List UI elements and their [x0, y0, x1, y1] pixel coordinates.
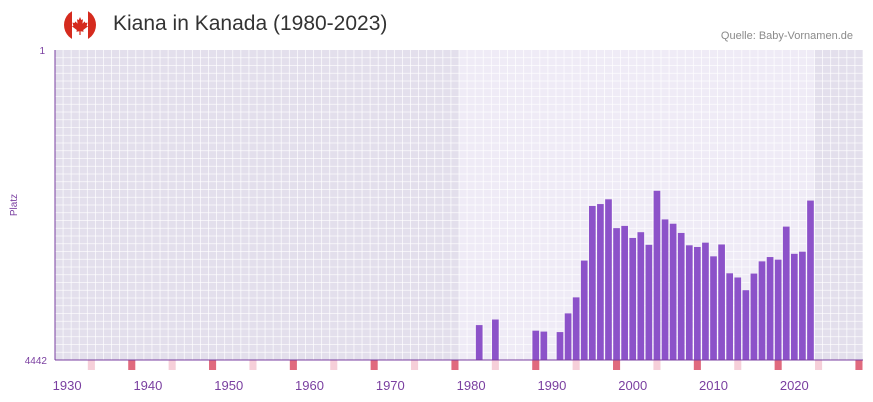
axis-labels: 1930 1940 1950 1960 1970 1980 1990 2000 2010 2020… — [9, 46, 809, 393]
decade-marker — [128, 360, 136, 370]
bar-2009 — [702, 242, 709, 360]
half-decade-marker — [330, 360, 338, 370]
bar-2017 — [766, 257, 774, 360]
bar-2000 — [629, 237, 637, 360]
x-tick-label-1930: 1930 — [53, 378, 82, 393]
decade-marker — [289, 360, 297, 370]
decade-marker — [613, 360, 621, 370]
bar-2001 — [637, 232, 645, 360]
bar-2021 — [799, 251, 806, 360]
bar-1994 — [580, 260, 588, 360]
bar-1997 — [605, 199, 612, 360]
x-tick-label-1980: 1980 — [457, 378, 486, 393]
decade-marker — [774, 360, 782, 370]
y-tick-label-top: 1 — [39, 46, 45, 57]
x-tick-label-2020: 2020 — [780, 378, 809, 393]
canada-flag-icon — [64, 9, 96, 41]
x-tick-label-1940: 1940 — [133, 378, 162, 393]
y-tick-label-bottom: 4442 — [25, 356, 48, 367]
x-tick-label-2010: 2010 — [699, 378, 728, 393]
chart-header: Kiana in Kanada (1980-2023) Quelle: Baby… — [0, 0, 873, 50]
x-tick-label-2000: 2000 — [618, 378, 647, 393]
bar-2005 — [669, 223, 677, 360]
bar-2003 — [653, 190, 661, 360]
x-tick-label-1960: 1960 — [295, 378, 324, 393]
bar-2013 — [734, 277, 742, 360]
bar-2002 — [645, 244, 653, 360]
bar-1995 — [588, 205, 596, 360]
half-decade-marker — [491, 360, 499, 370]
decade-marker — [209, 360, 217, 370]
half-decade-marker — [815, 360, 823, 370]
bar-1999 — [621, 225, 628, 360]
half-decade-marker — [734, 360, 742, 370]
decade-marker — [855, 360, 863, 370]
half-decade-marker — [411, 360, 419, 370]
x-tick-label-1970: 1970 — [376, 378, 405, 393]
y-axis-title: Platz — [9, 194, 20, 216]
bar-1991 — [556, 332, 564, 360]
bar-2018 — [774, 259, 782, 360]
bar-2006 — [677, 232, 685, 360]
half-decade-marker — [87, 360, 95, 370]
decade-marker — [370, 360, 378, 370]
bar-2019 — [782, 226, 790, 360]
chart-title: Kiana in Kanada (1980-2023) — [113, 12, 388, 35]
half-decade-marker — [168, 360, 176, 370]
bar-2004 — [661, 219, 669, 360]
bar-1996 — [597, 204, 604, 360]
decade-marker — [451, 360, 459, 370]
bar-2011 — [718, 244, 725, 360]
decade-markers — [87, 360, 863, 370]
source-credit: Quelle: Baby-Vornamen.de — [720, 30, 853, 42]
bar-2012 — [726, 273, 734, 360]
bar-1989 — [540, 331, 548, 360]
bar-series — [475, 190, 814, 360]
bar-2008 — [694, 246, 701, 360]
bar-2016 — [758, 261, 766, 360]
bar-2022 — [807, 200, 814, 360]
x-tick-label-1950: 1950 — [214, 378, 243, 393]
x-tick-label-1990: 1990 — [537, 378, 566, 393]
bar-1983 — [492, 319, 499, 360]
bar-1998 — [613, 228, 620, 360]
bar-1981 — [475, 325, 483, 360]
half-decade-marker — [249, 360, 257, 370]
bar-1988 — [532, 330, 540, 360]
bar-1993 — [572, 297, 580, 360]
half-decade-marker — [653, 360, 661, 370]
half-decade-marker — [572, 360, 580, 370]
bar-2014 — [742, 290, 750, 360]
bar-2015 — [750, 273, 758, 360]
bar-2020 — [790, 253, 798, 360]
decade-marker — [693, 360, 701, 370]
decade-marker — [532, 360, 540, 370]
grid-lines — [54, 50, 864, 360]
bar-2007 — [685, 245, 693, 360]
axes — [54, 50, 863, 361]
bar-1992 — [564, 313, 572, 360]
bar-2010 — [710, 256, 717, 360]
